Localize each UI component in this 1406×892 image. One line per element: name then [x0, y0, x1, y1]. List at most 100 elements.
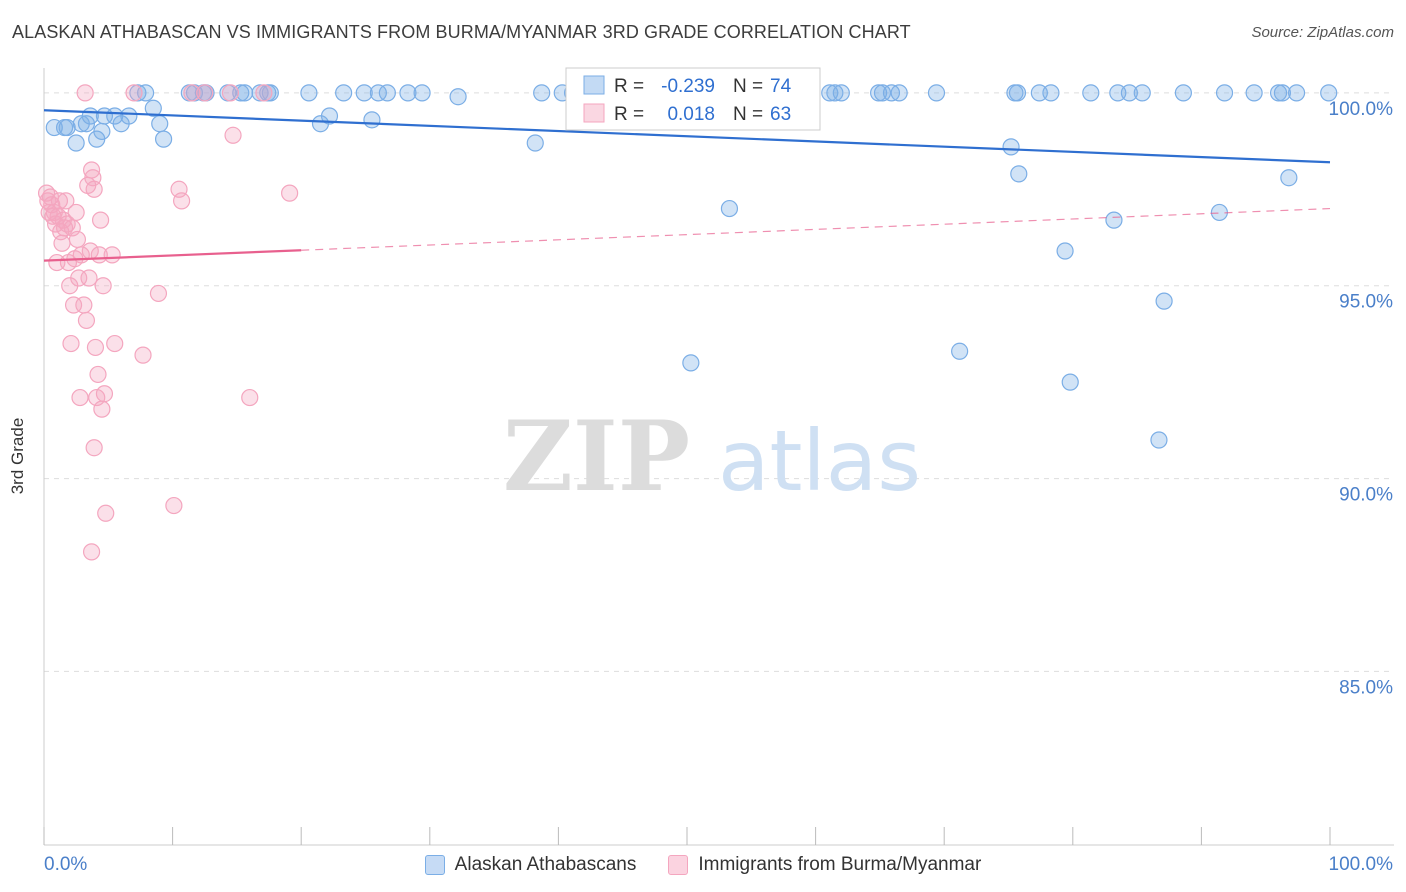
stats-n-label-1: N = — [733, 104, 763, 125]
watermark-atlas: atlas — [718, 412, 921, 510]
point-s1-30 — [77, 311, 96, 330]
point-s1-45 — [103, 246, 121, 264]
x-tick-label-1: 100.0% — [1329, 854, 1394, 875]
point-s0-39 — [526, 134, 544, 152]
point-s0-31 — [335, 84, 353, 102]
legend: Alaskan Athabascans Immigrants from Burm… — [0, 850, 1406, 880]
point-s1-62 — [88, 388, 106, 407]
y-tick-label-0: 100.0% — [1329, 99, 1394, 120]
stats-r-value-0: -0.239 — [661, 76, 715, 97]
point-s0-58 — [1008, 84, 1027, 102]
legend-swatch-pink — [668, 855, 689, 875]
point-s0-16 — [151, 115, 169, 133]
point-s0-30 — [320, 107, 339, 125]
legend-item-immigrants-burma[interactable]: Immigrants from Burma/Myanmar — [668, 854, 981, 876]
point-s1-26 — [71, 388, 89, 407]
stats-n-value-0: 74 — [770, 76, 792, 97]
point-s0-51 — [873, 84, 892, 102]
point-s0-5 — [77, 115, 96, 133]
point-s1-48 — [134, 346, 152, 364]
trendline-burma-dashed — [301, 207, 1331, 251]
point-s0-27 — [261, 84, 279, 102]
point-s1-61 — [85, 439, 103, 457]
chart-title: ALASKAN ATHABASCAN VS IMMIGRANTS FROM BU… — [12, 22, 911, 42]
point-s1-53 — [183, 84, 201, 102]
stats-legend-box — [565, 67, 821, 131]
point-s0-2 — [58, 118, 76, 137]
point-s1-15 — [57, 192, 75, 210]
point-s0-48 — [826, 84, 844, 102]
point-s1-24 — [68, 230, 87, 249]
point-s1-58 — [255, 84, 273, 102]
y-tick-label-1: 95.0% — [1339, 292, 1393, 313]
point-s0-36 — [399, 84, 417, 102]
point-s1-10 — [50, 192, 69, 210]
point-s1-50 — [165, 496, 183, 515]
x-tick-label-0: 0.0% — [44, 854, 87, 875]
point-s1-56 — [224, 126, 242, 144]
stats-r-value-1: 0.018 — [667, 104, 715, 125]
point-s0-28 — [300, 84, 318, 102]
point-s0-69 — [1150, 431, 1168, 449]
point-s1-60 — [82, 543, 101, 561]
point-s0-38 — [449, 88, 467, 106]
point-s1-44 — [97, 504, 115, 522]
point-s0-64 — [1082, 84, 1100, 102]
point-s0-40 — [533, 84, 551, 102]
point-s1-32 — [80, 269, 98, 287]
point-s0-59 — [1010, 165, 1028, 183]
point-s1-52 — [173, 192, 191, 210]
point-s0-34 — [369, 84, 387, 102]
point-s0-79 — [1320, 84, 1338, 102]
point-s0-77 — [1280, 169, 1298, 187]
stats-r-label-1: R = — [614, 104, 644, 125]
point-s1-47 — [125, 84, 143, 102]
stats-swatch-1 — [583, 103, 605, 123]
stats-n-value-1: 63 — [770, 104, 791, 125]
y-tick-label-3: 85.0% — [1339, 677, 1393, 698]
point-s0-3 — [67, 134, 85, 152]
point-s1-36 — [85, 180, 103, 198]
legend-swatch-blue — [424, 855, 445, 875]
point-s1-59 — [281, 184, 299, 202]
trendline-burma-solid — [43, 249, 302, 262]
point-s0-55 — [951, 342, 969, 360]
point-s0-75 — [1269, 84, 1288, 102]
point-s0-70 — [1155, 292, 1173, 310]
trendline-alaskan — [43, 109, 1331, 164]
point-s1-55 — [221, 84, 240, 102]
point-s0-56 — [1002, 138, 1020, 156]
point-s0-35 — [378, 84, 396, 102]
point-s0-74 — [1245, 84, 1263, 102]
legend-label-alaskan-athabascans: Alaskan Athabascans — [454, 854, 637, 875]
watermark-zip: ZIP — [503, 400, 690, 513]
point-s0-61 — [1042, 84, 1060, 102]
point-s1-54 — [196, 84, 214, 102]
legend-item-alaskan-athabascans[interactable]: Alaskan Athabascans — [424, 854, 637, 876]
stats-r-label-0: R = — [614, 76, 644, 97]
point-s0-68 — [1133, 84, 1151, 102]
legend-label-immigrants-burma: Immigrants from Burma/Myanmar — [698, 854, 982, 875]
point-s0-32 — [355, 84, 373, 102]
point-s1-49 — [149, 284, 168, 303]
point-s0-33 — [363, 111, 381, 129]
point-s0-63 — [1061, 373, 1079, 391]
point-s1-28 — [75, 296, 93, 314]
watermark: ZIP atlas — [503, 400, 921, 513]
point-s1-46 — [106, 334, 124, 353]
point-s0-78 — [1287, 84, 1306, 102]
point-s1-19 — [62, 334, 80, 353]
point-s0-44 — [682, 354, 700, 372]
point-s1-23 — [67, 203, 85, 222]
point-s0-67 — [1120, 84, 1138, 102]
point-s0-17 — [154, 130, 173, 148]
point-s1-42 — [94, 277, 112, 295]
point-s0-76 — [1273, 84, 1292, 102]
series-0-points — [45, 84, 1338, 449]
stats-n-label-0: N = — [733, 76, 763, 97]
point-s0-37 — [413, 84, 431, 102]
point-s1-29 — [76, 84, 94, 102]
stats-swatch-0 — [583, 75, 605, 95]
point-s0-73 — [1215, 84, 1234, 102]
point-s1-43 — [95, 385, 114, 403]
